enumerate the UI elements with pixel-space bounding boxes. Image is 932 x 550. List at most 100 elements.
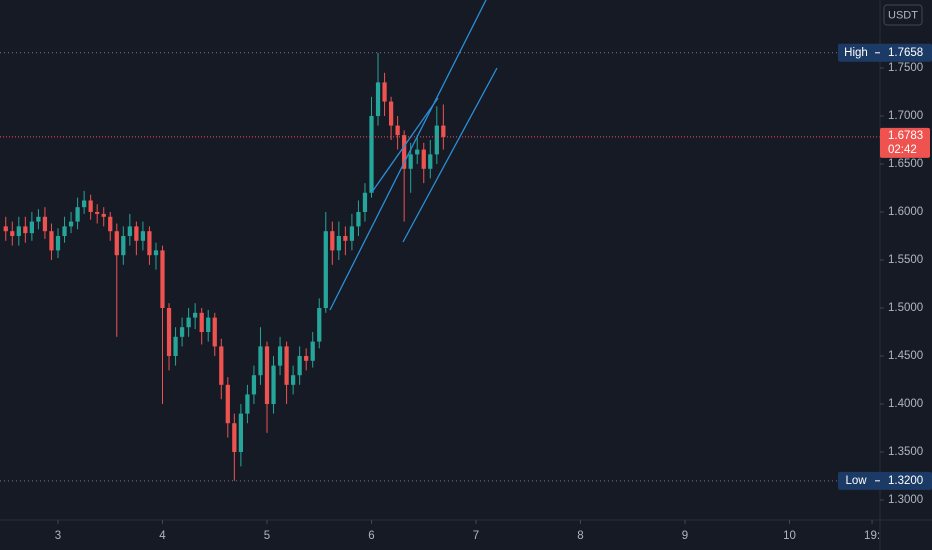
candle-body: [317, 308, 322, 342]
candle-body: [101, 213, 106, 217]
candle-body: [395, 125, 400, 136]
candle-body: [140, 231, 146, 241]
candle-body: [238, 413, 243, 453]
candle-body: [277, 346, 283, 366]
candle-body: [245, 394, 250, 414]
candle-body: [10, 231, 15, 236]
y-tick-label: 1.4500: [888, 350, 923, 362]
candle-body: [441, 125, 446, 137]
candle-body: [408, 154, 413, 169]
currency-box[interactable]: [883, 4, 923, 26]
candle-body: [343, 235, 348, 241]
candle-body: [166, 308, 172, 357]
candle-body: [75, 207, 80, 222]
candle-body: [225, 384, 230, 424]
candle-body: [179, 327, 185, 337]
last-price-value: 1.6783: [888, 130, 923, 142]
candle-body: [264, 346, 270, 405]
x-tick-label: 9: [682, 530, 688, 542]
candle-body: [310, 341, 315, 361]
candle-body: [127, 226, 132, 236]
plot-area: [0, 52, 880, 482]
candle-body: [29, 221, 34, 234]
y-tick-label: 1.5500: [888, 254, 923, 266]
low-marker-value: 1.3200: [888, 475, 923, 487]
candle-body: [297, 356, 302, 376]
candle-body: [291, 375, 296, 385]
high-marker-box: [838, 43, 932, 62]
candle-body: [219, 346, 224, 385]
candle-body: [134, 226, 139, 241]
candle-body: [428, 154, 433, 169]
candle-body: [193, 312, 198, 318]
candle-body: [23, 226, 28, 234]
high-marker-name: High: [844, 47, 868, 59]
x-tick-label: 19:: [864, 530, 880, 542]
y-tick-label: 1.7000: [888, 110, 923, 122]
candle-body: [160, 250, 165, 309]
trend-lines: [329, 0, 498, 311]
candle-body: [68, 221, 74, 227]
candle-body: [382, 82, 387, 102]
candle-body: [415, 149, 420, 155]
y-tick-label: 1.3000: [888, 494, 923, 506]
y-tick-label: 1.4000: [888, 398, 923, 410]
candle-body: [114, 231, 119, 256]
low-marker-box: [838, 471, 932, 490]
y-tick-label: 1.7500: [888, 62, 923, 74]
candle-body: [206, 317, 211, 333]
candle-body: [369, 115, 374, 193]
candle-body: [16, 226, 21, 236]
x-tick-label: 7: [473, 530, 479, 542]
candle-body: [356, 211, 361, 227]
high-marker-value: 1.7658: [888, 47, 923, 59]
price-labels: High 1.7658 Low 1.3200 1.6783 02:42: [838, 43, 932, 490]
candle-body: [375, 82, 381, 116]
candle-body: [108, 216, 113, 232]
x-tick-label: 8: [577, 530, 583, 542]
candle-body: [95, 211, 100, 214]
candle-body: [304, 356, 309, 361]
candle-body: [349, 226, 355, 241]
candle-body: [62, 226, 67, 236]
candle-body: [421, 149, 426, 169]
low-marker-name: Low: [845, 475, 867, 487]
candle-body: [153, 250, 159, 256]
candle-body: [251, 375, 257, 395]
candle-body: [330, 231, 335, 251]
candle-body: [121, 235, 126, 256]
candle-body: [147, 231, 152, 256]
candle-body: [434, 125, 439, 155]
candle-body: [3, 226, 8, 232]
candle-body: [42, 216, 48, 232]
candle-body: [212, 317, 217, 347]
candle-body: [388, 101, 394, 126]
candle-body: [271, 365, 276, 405]
currency: USDT: [888, 9, 918, 21]
candle-body: [336, 235, 341, 251]
candle-body: [49, 231, 54, 251]
y-tick-label: 1.3500: [888, 446, 923, 458]
trend-line: [329, 0, 487, 311]
trend-line: [402, 67, 498, 243]
candle-body: [323, 231, 328, 309]
candle-body: [258, 346, 263, 376]
candle-body: [186, 317, 191, 328]
candle-body: [284, 346, 289, 385]
y-tick-label: 1.6000: [888, 206, 923, 218]
y-tick-label: 1.6500: [888, 158, 923, 170]
countdown: 02:42: [888, 144, 917, 156]
candle-body: [82, 200, 87, 208]
candle-body: [199, 312, 204, 333]
candle-body: [36, 216, 41, 222]
x-tick-label: 4: [159, 530, 166, 542]
x-tick-label: 5: [264, 530, 270, 542]
candle-body: [362, 192, 368, 212]
x-tick-label: 10: [783, 530, 796, 542]
candle-body: [173, 336, 178, 357]
candle-body: [402, 135, 407, 169]
y-tick-label: 1.5000: [888, 302, 923, 314]
